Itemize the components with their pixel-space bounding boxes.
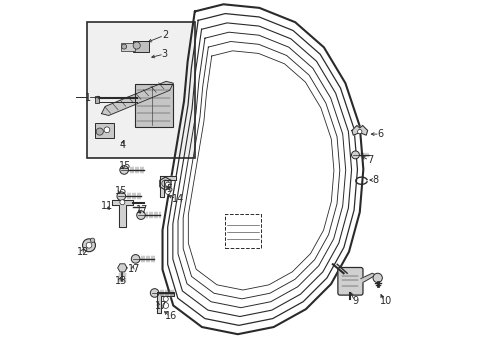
Text: 1: 1 xyxy=(85,93,92,103)
Polygon shape xyxy=(160,176,176,197)
Text: 8: 8 xyxy=(372,175,378,185)
Circle shape xyxy=(163,297,168,302)
Text: 4: 4 xyxy=(120,140,125,150)
Circle shape xyxy=(351,151,359,159)
Circle shape xyxy=(120,166,128,174)
Polygon shape xyxy=(352,126,368,135)
Text: 12: 12 xyxy=(77,247,90,257)
Circle shape xyxy=(82,239,96,252)
Text: 7: 7 xyxy=(367,155,373,165)
Bar xyxy=(95,96,98,103)
Circle shape xyxy=(166,182,171,187)
Text: 6: 6 xyxy=(378,129,384,139)
Text: 17: 17 xyxy=(136,206,148,216)
Circle shape xyxy=(131,255,140,263)
Polygon shape xyxy=(157,292,174,313)
Circle shape xyxy=(122,44,126,49)
Circle shape xyxy=(104,127,110,133)
Circle shape xyxy=(120,200,125,205)
FancyBboxPatch shape xyxy=(96,123,114,138)
Text: 15: 15 xyxy=(115,186,127,196)
Circle shape xyxy=(150,289,159,297)
Circle shape xyxy=(137,211,146,220)
Text: 2: 2 xyxy=(162,31,168,40)
Text: 11: 11 xyxy=(101,201,113,211)
Polygon shape xyxy=(112,200,133,226)
Polygon shape xyxy=(361,273,376,282)
Text: 14: 14 xyxy=(172,194,184,204)
Circle shape xyxy=(358,130,362,134)
Text: 10: 10 xyxy=(379,296,392,306)
FancyBboxPatch shape xyxy=(338,267,363,295)
Text: 17: 17 xyxy=(155,301,167,311)
Circle shape xyxy=(133,42,140,49)
Circle shape xyxy=(166,189,171,194)
Text: 15: 15 xyxy=(119,161,131,171)
Bar xyxy=(87,22,195,158)
Text: 13: 13 xyxy=(115,276,127,286)
Text: 3: 3 xyxy=(162,49,168,59)
Circle shape xyxy=(373,273,382,283)
FancyBboxPatch shape xyxy=(121,42,135,50)
FancyBboxPatch shape xyxy=(135,84,172,127)
Bar xyxy=(225,214,261,248)
Text: 5: 5 xyxy=(166,184,172,194)
Text: 17: 17 xyxy=(128,264,141,274)
Polygon shape xyxy=(118,264,127,272)
Polygon shape xyxy=(160,177,171,190)
Circle shape xyxy=(91,238,95,242)
Polygon shape xyxy=(101,81,173,116)
Circle shape xyxy=(163,303,169,309)
Circle shape xyxy=(96,128,103,135)
FancyBboxPatch shape xyxy=(133,41,149,52)
Text: 9: 9 xyxy=(353,296,359,306)
Text: 16: 16 xyxy=(166,311,178,321)
Circle shape xyxy=(117,192,125,201)
Circle shape xyxy=(86,242,92,248)
